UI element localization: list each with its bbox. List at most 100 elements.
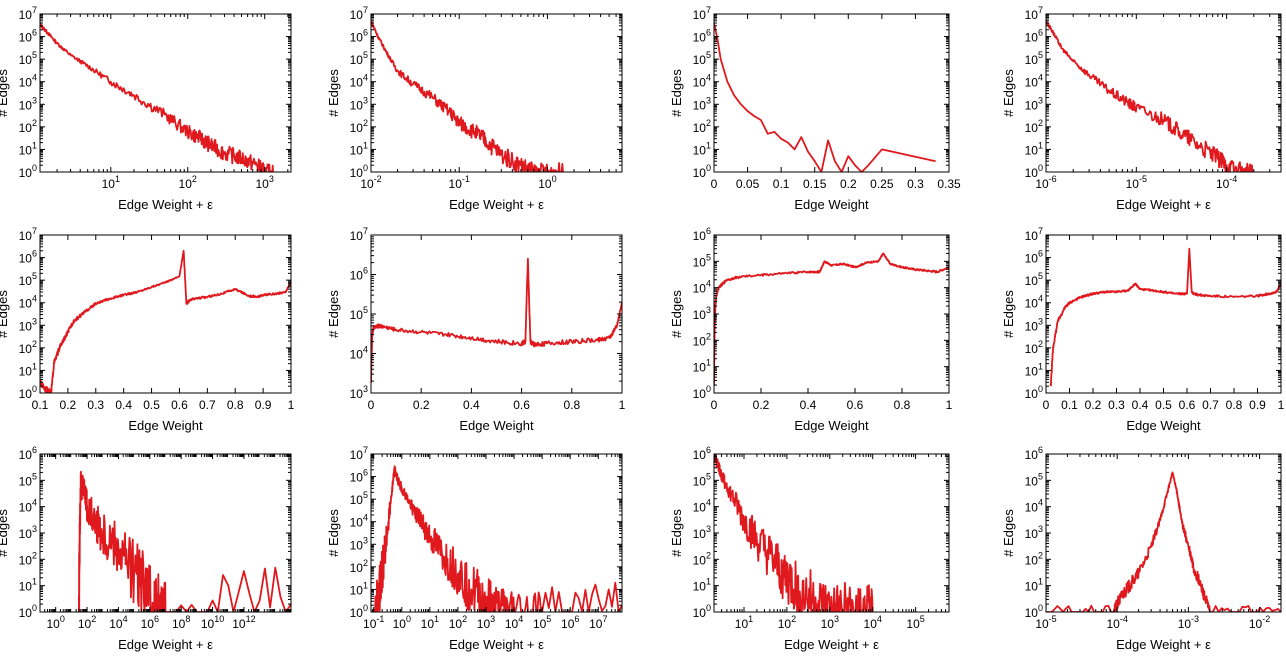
y-tick-label: 100 <box>1025 163 1043 180</box>
series-line-0 <box>714 22 936 172</box>
y-tick-label: 105 <box>1025 471 1043 488</box>
chart-panel-r1c0: 100 101 102 103 104 105 106 107 0.1 0.2 0.3 0.4 0.5 0… <box>0 226 295 433</box>
y-tick-label: 102 <box>1025 550 1043 567</box>
series-line-0 <box>371 20 564 172</box>
y-tick-label: 104 <box>693 279 711 296</box>
x-tick-label: 10-1 <box>449 174 470 191</box>
x-tick-label: 0.8 <box>894 398 911 412</box>
y-tick-label: 105 <box>1025 271 1043 288</box>
chart-panel-r2c3: 100 101 102 103 104 105 106 10-5 10-4 10-3 10-2 Edg… <box>1001 445 1282 652</box>
y-tick-label: 101 <box>1025 577 1043 594</box>
y-tick-label: 100 <box>693 163 711 180</box>
y-tick-label: 107 <box>1025 5 1043 22</box>
x-axis-label: Edge Weight <box>459 418 534 433</box>
x-axis-label: Edge Weight <box>794 197 869 212</box>
y-tick-label: 105 <box>19 471 37 488</box>
plot-frame <box>1045 13 1282 173</box>
series-line-0 <box>714 454 874 612</box>
y-tick-label: 101 <box>350 580 368 597</box>
y-tick-label: 107 <box>1025 226 1043 243</box>
y-tick-label: 106 <box>693 445 711 462</box>
x-tick-label: 106 <box>561 614 579 631</box>
y-tick-label: 103 <box>1025 524 1043 541</box>
chart-panel-r1c2: 100 101 102 103 104 105 106 0 0.2 0.4 0.6 0.8 1 Edge … <box>669 226 953 433</box>
y-tick-label: 101 <box>693 577 711 594</box>
x-tick-label: 0.8 <box>1226 398 1243 412</box>
y-axis-label: # Edges <box>1001 69 1016 117</box>
y-tick-label: 106 <box>693 226 711 243</box>
x-tick-label: 1 <box>619 398 626 412</box>
x-axis-label: Edge Weight + ε <box>784 637 879 652</box>
x-tick-label: 0.1 <box>773 177 790 191</box>
chart-panel-r0c0: 100 101 102 103 104 105 106 107 101 102 103 Edge We… <box>0 5 292 212</box>
y-tick-label: 102 <box>19 550 37 567</box>
y-tick-label: 100 <box>19 384 37 401</box>
x-tick-label: 0.3 <box>907 177 924 191</box>
y-tick-label: 106 <box>19 28 37 45</box>
y-tick-label: 100 <box>350 163 368 180</box>
y-tick-label: 102 <box>693 331 711 348</box>
y-tick-label: 100 <box>19 163 37 180</box>
x-axis-label: Edge Weight <box>128 418 203 433</box>
x-tick-label: 100 <box>538 174 556 191</box>
x-tick-label: 103 <box>255 174 273 191</box>
y-tick-label: 104 <box>350 73 368 90</box>
y-tick-label: 103 <box>19 316 37 333</box>
y-tick-label: 106 <box>350 468 368 485</box>
x-tick-label: 0.2 <box>840 177 857 191</box>
y-tick-label: 103 <box>1025 316 1043 333</box>
x-tick-label: 0 <box>711 398 718 412</box>
chart-panel-r1c3: 100 101 102 103 104 105 106 107 0 0.1 0.2 0.3 0.4 0.5… <box>1001 226 1285 433</box>
chart-panel-r2c2: 100 101 102 103 104 105 106 101 102 103 104 105 Edge… <box>669 445 950 652</box>
y-tick-label: 103 <box>19 524 37 541</box>
x-tick-label: 0.4 <box>800 398 817 412</box>
y-tick-label: 105 <box>693 471 711 488</box>
y-tick-label: 102 <box>19 118 37 135</box>
x-tick-label: 1 <box>1278 398 1285 412</box>
x-tick-label: 0.6 <box>847 398 864 412</box>
y-tick-label: 105 <box>19 271 37 288</box>
y-tick-label: 106 <box>1025 445 1043 462</box>
y-tick-label: 104 <box>1025 73 1043 90</box>
y-axis-label: # Edges <box>0 69 10 117</box>
x-tick-label: 104 <box>109 614 127 631</box>
x-tick-label: 0.6 <box>171 398 188 412</box>
y-tick-label: 103 <box>1025 95 1043 112</box>
y-tick-label: 104 <box>350 345 368 362</box>
x-tick-label: 1012 <box>232 614 255 631</box>
y-tick-label: 101 <box>1025 140 1043 157</box>
x-tick-label: 0.8 <box>227 398 244 412</box>
x-tick-label: 0.5 <box>1155 398 1172 412</box>
x-tick-label: 104 <box>505 614 523 631</box>
x-tick-label: 0.2 <box>413 398 430 412</box>
x-tick-label: 105 <box>533 614 551 631</box>
series-line-0 <box>714 252 949 386</box>
y-tick-label: 106 <box>693 28 711 45</box>
y-tick-label: 107 <box>19 5 37 22</box>
series-line-0 <box>1046 471 1281 612</box>
plot-frame <box>39 13 292 173</box>
y-tick-label: 103 <box>350 384 368 401</box>
x-tick-label: 101 <box>102 174 120 191</box>
x-axis-label: Edge Weight + ε <box>1116 637 1211 652</box>
y-tick-label: 105 <box>19 50 37 67</box>
x-tick-label: 0.25 <box>870 177 894 191</box>
x-tick-label: 0.1 <box>32 398 49 412</box>
y-tick-label: 101 <box>693 140 711 157</box>
x-tick-label: 0.4 <box>1132 398 1149 412</box>
y-axis-label: # Edges <box>669 69 684 117</box>
x-axis-label: Edge Weight + ε <box>118 637 213 652</box>
y-axis-label: # Edges <box>1001 509 1016 557</box>
y-axis-label: # Edges <box>326 509 341 557</box>
x-tick-label: 10-4 <box>1107 614 1128 631</box>
series-line-0 <box>78 470 291 612</box>
x-tick-label: 0 <box>368 398 375 412</box>
x-axis-label: Edge Weight <box>794 418 869 433</box>
y-tick-label: 106 <box>350 28 368 45</box>
x-tick-label: 103 <box>821 614 839 631</box>
plot-frame <box>370 13 623 173</box>
y-tick-label: 104 <box>350 513 368 530</box>
x-tick-label: 10-2 <box>360 174 381 191</box>
